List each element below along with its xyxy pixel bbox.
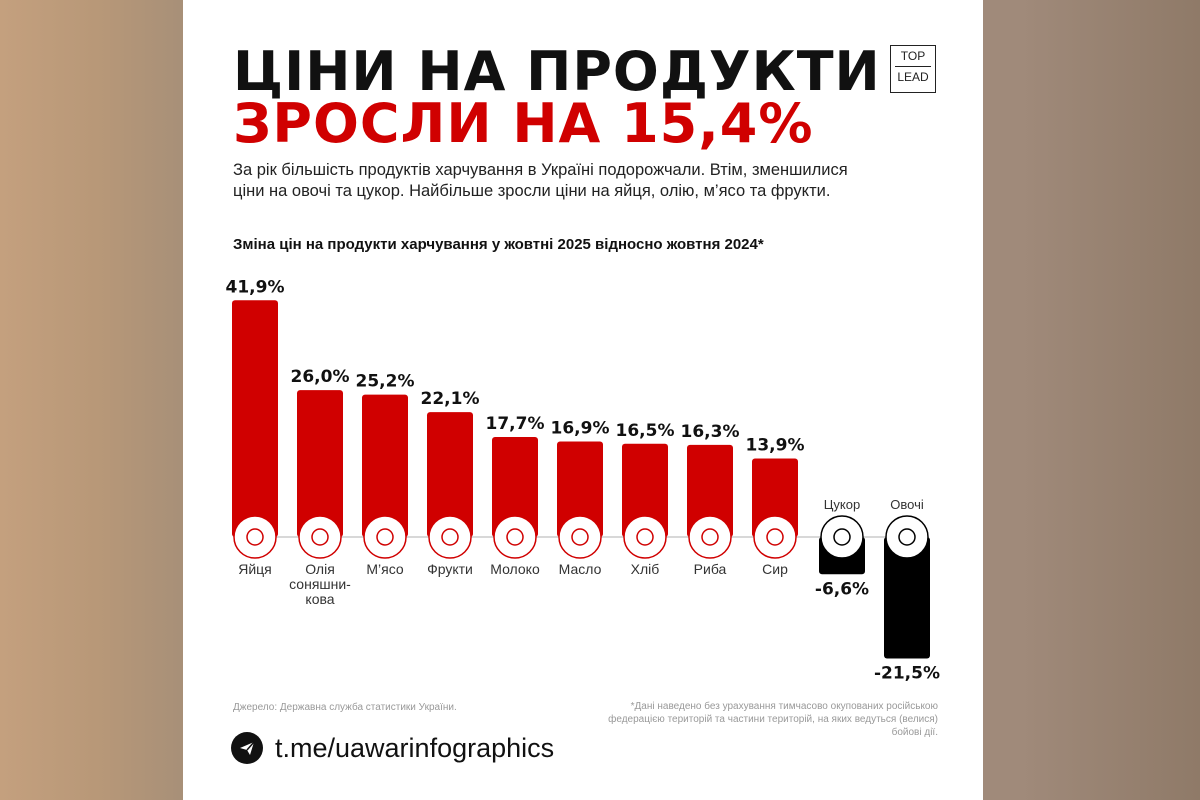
toplead-logo: TOP LEAD — [890, 45, 936, 93]
data-label: 22,1% — [421, 389, 480, 409]
data-label: 17,7% — [486, 414, 545, 434]
data-label: 16,5% — [616, 421, 675, 441]
category-label: Овочі — [890, 497, 924, 512]
data-label: -21,5% — [874, 663, 940, 683]
fish-icon — [688, 515, 732, 559]
data-label: 13,9% — [746, 435, 805, 455]
title-line1: ЦІНИ НА ПРОДУКТИ — [233, 40, 881, 103]
data-label: 25,2% — [356, 372, 415, 392]
cheese-icon — [753, 515, 797, 559]
sugar-cubes-icon — [820, 515, 864, 559]
category-label: М’ясо — [366, 561, 404, 577]
category-label: соняшни- — [289, 576, 351, 592]
category-label: кова — [305, 591, 334, 607]
category-label: Цукор — [824, 497, 860, 512]
telegram-icon — [231, 732, 263, 764]
infographic-card: ЦІНИ НА ПРОДУКТИ ЗРОСЛИ НА 15,4% TOP LEAD… — [183, 0, 983, 800]
category-label: Масло — [559, 561, 602, 577]
fish-icon-glyph — [701, 528, 719, 546]
category-label: Яйця — [238, 561, 272, 577]
category-label: Олія — [305, 561, 335, 577]
chicken-leg-icon — [363, 515, 407, 559]
egg-icon-glyph — [246, 528, 264, 546]
title-line2: ЗРОСЛИ НА 15,4% — [233, 92, 814, 155]
category-label: Хліб — [631, 561, 660, 577]
category-label: Риба — [694, 561, 727, 577]
butter-icon — [558, 515, 602, 559]
data-label: 26,0% — [291, 367, 350, 387]
data-label: 16,9% — [551, 419, 610, 439]
telegram-link-text[interactable]: t.me/uawarinfographics — [275, 732, 555, 763]
data-label: 16,3% — [681, 422, 740, 442]
chicken-leg-icon-glyph — [376, 528, 394, 546]
milk-carton-icon — [493, 515, 537, 559]
data-label: -6,6% — [815, 579, 869, 599]
egg-icon — [233, 515, 277, 559]
bar — [687, 444, 733, 537]
telegram-link[interactable]: t.me/uawarinfographics — [231, 732, 554, 764]
bar — [427, 412, 473, 537]
footnote: *Дані наведено без урахування тимчасово … — [608, 701, 938, 738]
bar — [557, 441, 603, 537]
chart-title: Зміна цін на продукти харчування у жовтн… — [233, 236, 764, 253]
category-label: Молоко — [490, 561, 540, 577]
logo-text-top: TOP — [900, 49, 926, 63]
bar — [622, 443, 668, 537]
milk-carton-icon-glyph — [506, 528, 524, 546]
apple-icon-glyph — [441, 528, 459, 546]
logo-text-bottom: LEAD — [897, 70, 929, 84]
sugar-cubes-icon-glyph — [833, 528, 851, 546]
cheese-icon-glyph — [766, 528, 784, 546]
butter-icon-glyph — [571, 528, 589, 546]
subtitle: За рік більшість продуктів харчування в … — [233, 161, 848, 200]
bread-icon — [623, 515, 667, 559]
bar — [884, 537, 930, 659]
bar — [492, 436, 538, 537]
bar — [362, 394, 408, 537]
apple-icon — [428, 515, 472, 559]
vegetables-icon-glyph — [898, 528, 916, 546]
source-text: Джерело: Державна служба статистики Укра… — [233, 702, 457, 713]
oil-bottle-icon — [298, 515, 342, 559]
bar — [752, 458, 798, 537]
category-label: Сир — [762, 561, 788, 577]
data-label: 41,9% — [226, 277, 285, 297]
bar — [297, 390, 343, 537]
bar — [232, 300, 278, 537]
category-label: Фрукти — [427, 561, 473, 577]
bread-icon-glyph — [636, 528, 654, 546]
oil-bottle-icon-glyph — [311, 528, 329, 546]
vegetables-icon — [885, 515, 929, 559]
